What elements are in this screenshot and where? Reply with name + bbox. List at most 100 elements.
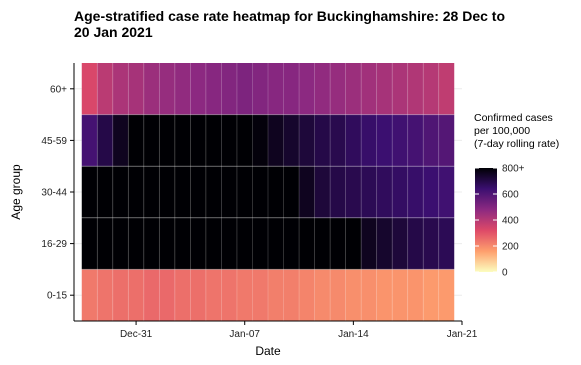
heatmap-cell [314, 217, 331, 270]
heatmap-cell [159, 269, 175, 321]
heatmap-cell [438, 269, 455, 321]
heatmap-cell [190, 166, 206, 218]
heatmap-cell [361, 63, 377, 115]
heatmap-cell [423, 217, 439, 270]
heatmap-cell [190, 217, 206, 270]
heatmap-cell [345, 63, 362, 115]
y-tick-label: 30-44 [41, 188, 67, 199]
heatmap-cell [423, 63, 439, 115]
heatmap-cell [392, 166, 408, 218]
heatmap-cell [81, 114, 98, 167]
heatmap-cell [268, 63, 284, 115]
y-tick-label: 45-59 [41, 136, 67, 147]
heatmap-cell [438, 217, 455, 270]
heatmap-cells [81, 63, 455, 321]
heatmap-cell [299, 217, 315, 270]
heatmap-cell [205, 63, 222, 115]
heatmap-cell [112, 166, 129, 218]
heatmap-cell [205, 114, 222, 167]
colorbar-tick-label: 800+ [502, 164, 525, 175]
colorbar-tick-label: 400 [502, 216, 519, 227]
heatmap-cell [128, 63, 144, 115]
heatmap-cell [128, 166, 144, 218]
chart-title-line-2: 20 Jan 2021 [74, 24, 153, 40]
legend-title-line-1: Confirmed cases [474, 112, 553, 124]
heatmap-cell [174, 166, 191, 218]
heatmap-cell [345, 269, 362, 321]
heatmap-cell [221, 217, 237, 270]
y-tick-label: 60+ [50, 84, 67, 95]
heatmap-cell [392, 63, 408, 115]
heatmap-cell [423, 166, 439, 218]
heatmap-cell [314, 166, 331, 218]
heatmap-cell [438, 166, 455, 218]
x-axis-title: Date [255, 344, 281, 358]
heatmap-cell [205, 217, 222, 270]
heatmap-cell [236, 269, 253, 321]
heatmap-cell [283, 63, 300, 115]
heatmap-cell [174, 217, 191, 270]
heatmap-cell [236, 63, 253, 115]
heatmap-cell [159, 217, 175, 270]
heatmap-cell [407, 114, 424, 167]
legend-title-line-2: per 100,000 [474, 125, 530, 137]
colorbar-tick-label: 200 [502, 242, 519, 253]
heatmap-cell [143, 114, 160, 167]
x-tick-label: Jan-07 [229, 329, 260, 340]
heatmap-cell [236, 166, 253, 218]
heatmap-cell [190, 63, 206, 115]
heatmap-cell [174, 63, 191, 115]
x-tick-label: Jan-14 [338, 329, 369, 340]
heatmap-cell [438, 114, 455, 167]
heatmap-cell [268, 269, 284, 321]
heatmap-cell [97, 63, 113, 115]
x-tick-label: Jan-21 [447, 329, 478, 340]
heatmap-cell [174, 269, 191, 321]
heatmap-cell [361, 166, 377, 218]
heatmap-cell [283, 217, 300, 270]
heatmap-cell [174, 114, 191, 167]
heatmap-cell [423, 114, 439, 167]
heatmap-cell [407, 166, 424, 218]
heatmap-cell [112, 269, 129, 321]
colorbar-tick-label: 600 [502, 190, 519, 201]
heatmap-cell [361, 269, 377, 321]
heatmap-cell [159, 63, 175, 115]
y-axis-ticks: 0-15 16-29 30-44 45-59 60+ [41, 84, 74, 302]
heatmap-cell [376, 217, 393, 270]
heatmap-cell [97, 269, 113, 321]
colorbar-gradient [475, 168, 497, 272]
heatmap-cell [190, 269, 206, 321]
y-axis-title: Age group [9, 164, 23, 220]
heatmap-cell [159, 114, 175, 167]
heatmap-cell [314, 269, 331, 321]
heatmap-cell [407, 63, 424, 115]
heatmap-cell [283, 114, 300, 167]
heatmap-cell [128, 269, 144, 321]
heatmap-cell [190, 114, 206, 167]
heatmap-cell [345, 166, 362, 218]
heatmap-cell [143, 269, 160, 321]
heatmap-cell [407, 269, 424, 321]
heatmap-cell [97, 114, 113, 167]
heatmap-cell [159, 166, 175, 218]
heatmap-cell [97, 217, 113, 270]
heatmap-cell [221, 166, 237, 218]
heatmap-cell [143, 63, 160, 115]
heatmap-cell [361, 217, 377, 270]
heatmap-cell [299, 269, 315, 321]
heatmap-cell [221, 269, 237, 321]
heatmap-cell [423, 269, 439, 321]
heatmap-cell [330, 269, 346, 321]
heatmap-cell [128, 114, 144, 167]
heatmap-cell [112, 114, 129, 167]
heatmap-cell [128, 217, 144, 270]
heatmap-cell [112, 63, 129, 115]
heatmap-cell [221, 114, 237, 167]
heatmap-cell [236, 114, 253, 167]
heatmap-cell [143, 217, 160, 270]
colorbar-legend: Confirmed cases per 100,000 (7-day rolli… [474, 112, 559, 279]
heatmap-cell [314, 114, 331, 167]
heatmap-cell [438, 63, 455, 115]
